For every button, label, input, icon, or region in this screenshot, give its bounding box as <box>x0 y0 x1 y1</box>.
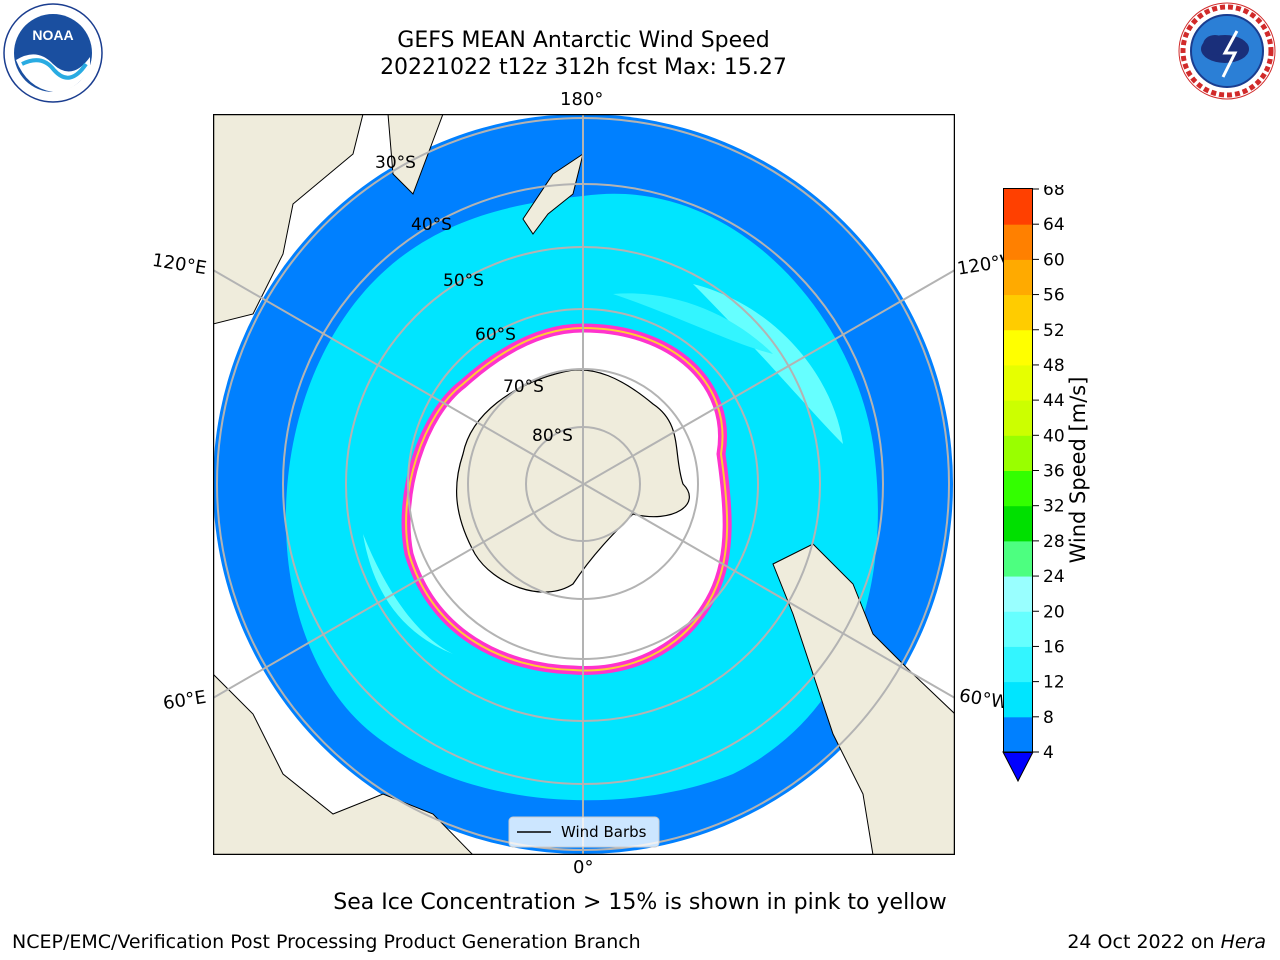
colorbar-block <box>1004 329 1032 366</box>
colorbar-block <box>1004 540 1032 577</box>
colorbar-block <box>1004 611 1032 647</box>
legend-label: Wind Barbs <box>561 823 647 841</box>
lat-label-40s: 40°S <box>411 215 452 235</box>
lon-label-120e: 120°E <box>150 249 209 280</box>
noaa-logo-icon: NOAA <box>3 3 103 103</box>
colorbar-tick-label: 24 <box>1043 567 1065 587</box>
south-america-land <box>772 543 955 855</box>
colorbar-label: Wind Speed [m/s] <box>1066 376 1090 564</box>
antarctica-land <box>456 369 690 593</box>
colorbar-tick-label: 8 <box>1043 708 1054 728</box>
footer-date: 24 Oct 2022 on <box>1067 931 1215 953</box>
colorbar-block <box>1004 716 1032 753</box>
colorbar-tick-label: 60 <box>1043 250 1065 270</box>
colorbar-block <box>1004 364 1032 401</box>
colorbar-tick-label: 64 <box>1043 215 1065 235</box>
map-legend: Wind Barbs <box>508 816 660 848</box>
colorbar-tick-label: 68 <box>1043 185 1065 200</box>
graticule <box>213 114 955 855</box>
colorbar-tick-label: 48 <box>1043 356 1065 376</box>
lon-label-0: 0° <box>573 857 594 878</box>
colorbar-block <box>1004 681 1032 718</box>
colorbar-tick-label: 20 <box>1043 602 1065 622</box>
noaa-logo-text: NOAA <box>32 27 73 43</box>
colorbar-tick-label: 36 <box>1043 462 1065 482</box>
australia-land <box>213 114 364 325</box>
colorbar-tick-label: 12 <box>1043 673 1065 693</box>
colorbar-block <box>1004 646 1032 683</box>
lat-label-30s: 30°S <box>375 153 416 173</box>
caption-sea-ice: Sea Ice Concentration > 15% is shown in … <box>333 890 947 915</box>
colorbar-tick-label: 32 <box>1043 497 1065 517</box>
colorbar-tick-label: 44 <box>1043 391 1065 411</box>
lon-label-60e: 60°E <box>161 686 208 715</box>
colorbar-block <box>1004 259 1032 296</box>
africa-land <box>213 673 474 855</box>
colorbar-tick-label: 52 <box>1043 321 1065 341</box>
colorbar-block <box>1004 189 1032 225</box>
footer-right: 24 Oct 2022 on Hera <box>1067 931 1266 953</box>
colorbar-tick-label: 16 <box>1043 637 1065 657</box>
colorbar-tick-label: 40 <box>1043 426 1065 446</box>
title-line-2: 20221022 t12z 312h fcst Max: 15.27 <box>380 55 787 80</box>
footer-host: Hera <box>1220 931 1266 953</box>
colorbar-tick-label: 28 <box>1043 532 1065 552</box>
lat-label-50s: 50°S <box>443 271 484 291</box>
lat-label-70s: 70°S <box>503 377 544 397</box>
colorbar-block <box>1004 435 1032 471</box>
lat-label-80s: 80°S <box>532 426 573 446</box>
antarctic-wind-map: 30°S 40°S 50°S 60°S 70°S 80°S Wind Barbs <box>213 114 955 855</box>
colorbar-block <box>1004 294 1032 331</box>
colorbar-block <box>1004 400 1032 436</box>
nws-logo-icon <box>1178 2 1276 100</box>
colorbar-block <box>1004 576 1032 612</box>
footer-left: NCEP/EMC/Verification Post Processing Pr… <box>12 931 641 953</box>
colorbar-extend-arrow <box>1002 751 1034 783</box>
title-line-1: GEFS MEAN Antarctic Wind Speed <box>397 28 770 53</box>
colorbar-tick-label: 4 <box>1043 743 1054 763</box>
colorbar-block <box>1004 505 1032 542</box>
colorbar-block <box>1004 224 1032 260</box>
colorbar-block <box>1004 470 1032 507</box>
lat-label-60s: 60°S <box>475 325 516 345</box>
colorbar-tick-label: 56 <box>1043 286 1065 306</box>
lon-label-180: 180° <box>560 89 604 110</box>
